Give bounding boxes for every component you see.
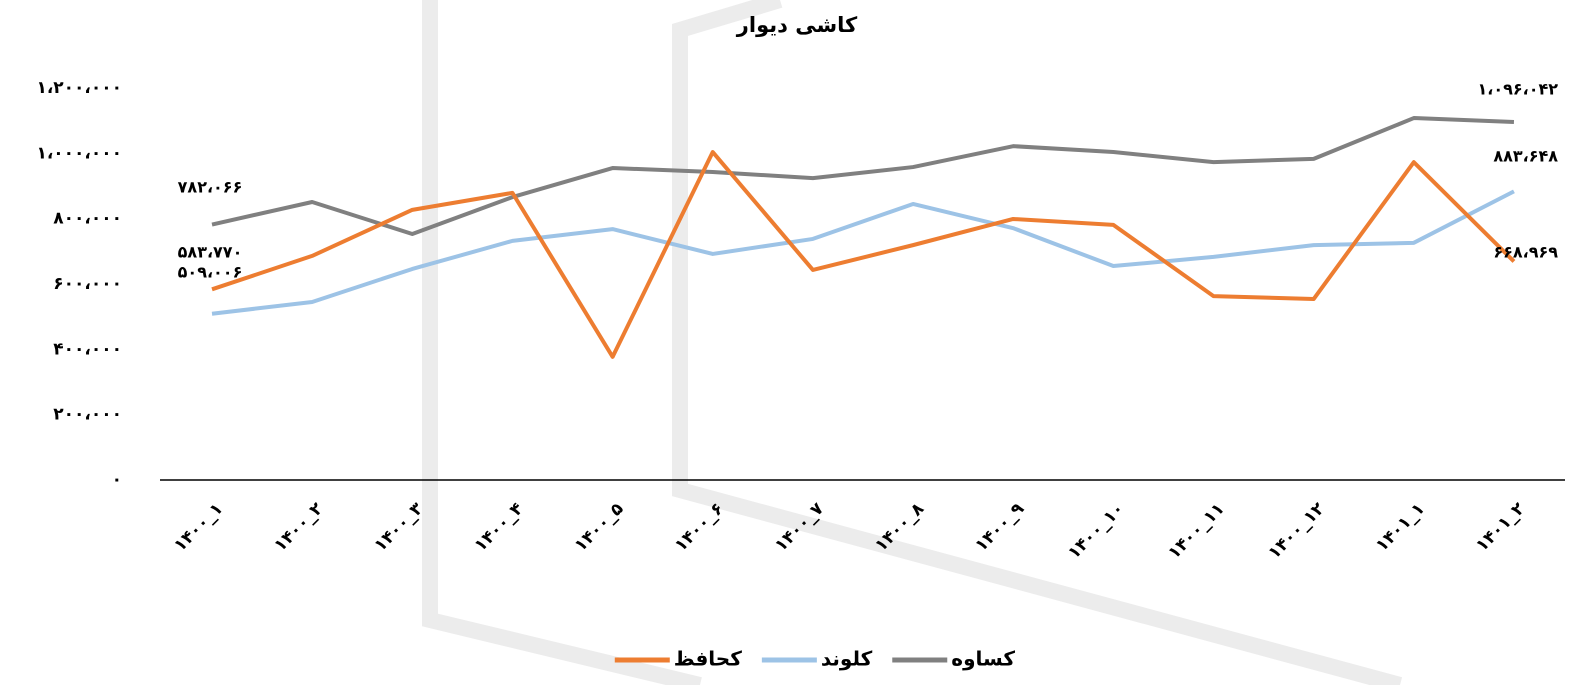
data-label: ۶۶۸،۹۶۹	[1493, 243, 1558, 262]
x-tick-label: ۱۴۰۱_۲	[1472, 498, 1529, 555]
legend-label: کساوه	[951, 647, 1015, 671]
x-tick-label: ۱۴۰۰_۳	[371, 498, 428, 555]
series-line	[211, 189, 1515, 316]
watermark-shape	[672, 0, 1403, 685]
x-tick-label: ۱۴۰۰_۲	[270, 498, 327, 555]
x-tick-label: ۱۴۰۰_۱۱	[1164, 499, 1228, 563]
series-line	[211, 150, 1516, 359]
data-label: ۱،۰۹۶،۰۴۲	[1477, 80, 1558, 99]
data-label: ۵۰۹،۰۰۶	[178, 263, 243, 282]
x-tick-label: ۱۴۰۰_۴	[471, 499, 528, 556]
watermark-shape	[422, 0, 702, 685]
y-tick-label: ۱،۰۰۰،۰۰۰	[36, 143, 122, 163]
y-tick-label: ۰	[112, 470, 122, 490]
legend-label: کحافظ	[674, 647, 742, 671]
x-tick-label: ۱۴۰۱_۱	[1372, 499, 1429, 556]
x-tick-label: ۱۴۰۰_۶	[671, 499, 728, 556]
legend-label: کلوند	[821, 647, 873, 671]
chart-title: کاشی دیوار	[736, 13, 858, 37]
x-tick-label: ۱۴۰۰_۱	[170, 499, 227, 556]
data-label: ۸۸۳،۶۴۸	[1493, 147, 1558, 166]
x-tick-label: ۱۴۰۰_۹	[971, 498, 1028, 555]
y-tick-label: ۱،۲۰۰،۰۰۰	[36, 78, 122, 98]
x-tick-label: ۱۴۰۰_۱۰	[1064, 499, 1128, 563]
data-label: ۷۸۲،۰۶۶	[178, 178, 243, 197]
y-tick-label: ۴۰۰،۰۰۰	[53, 339, 122, 359]
y-tick-label: ۶۰۰،۰۰۰	[53, 274, 122, 294]
series-line	[211, 116, 1515, 237]
y-tick-label: ۸۰۰،۰۰۰	[53, 209, 122, 229]
watermark	[422, 0, 1403, 685]
data-label: ۵۸۳،۷۷۰	[178, 243, 243, 262]
y-tick-label: ۲۰۰،۰۰۰	[53, 405, 122, 425]
x-tick-label: ۱۴۰۰_۱۲	[1265, 498, 1330, 563]
x-tick-label: ۱۴۰۰_۵	[571, 499, 628, 556]
